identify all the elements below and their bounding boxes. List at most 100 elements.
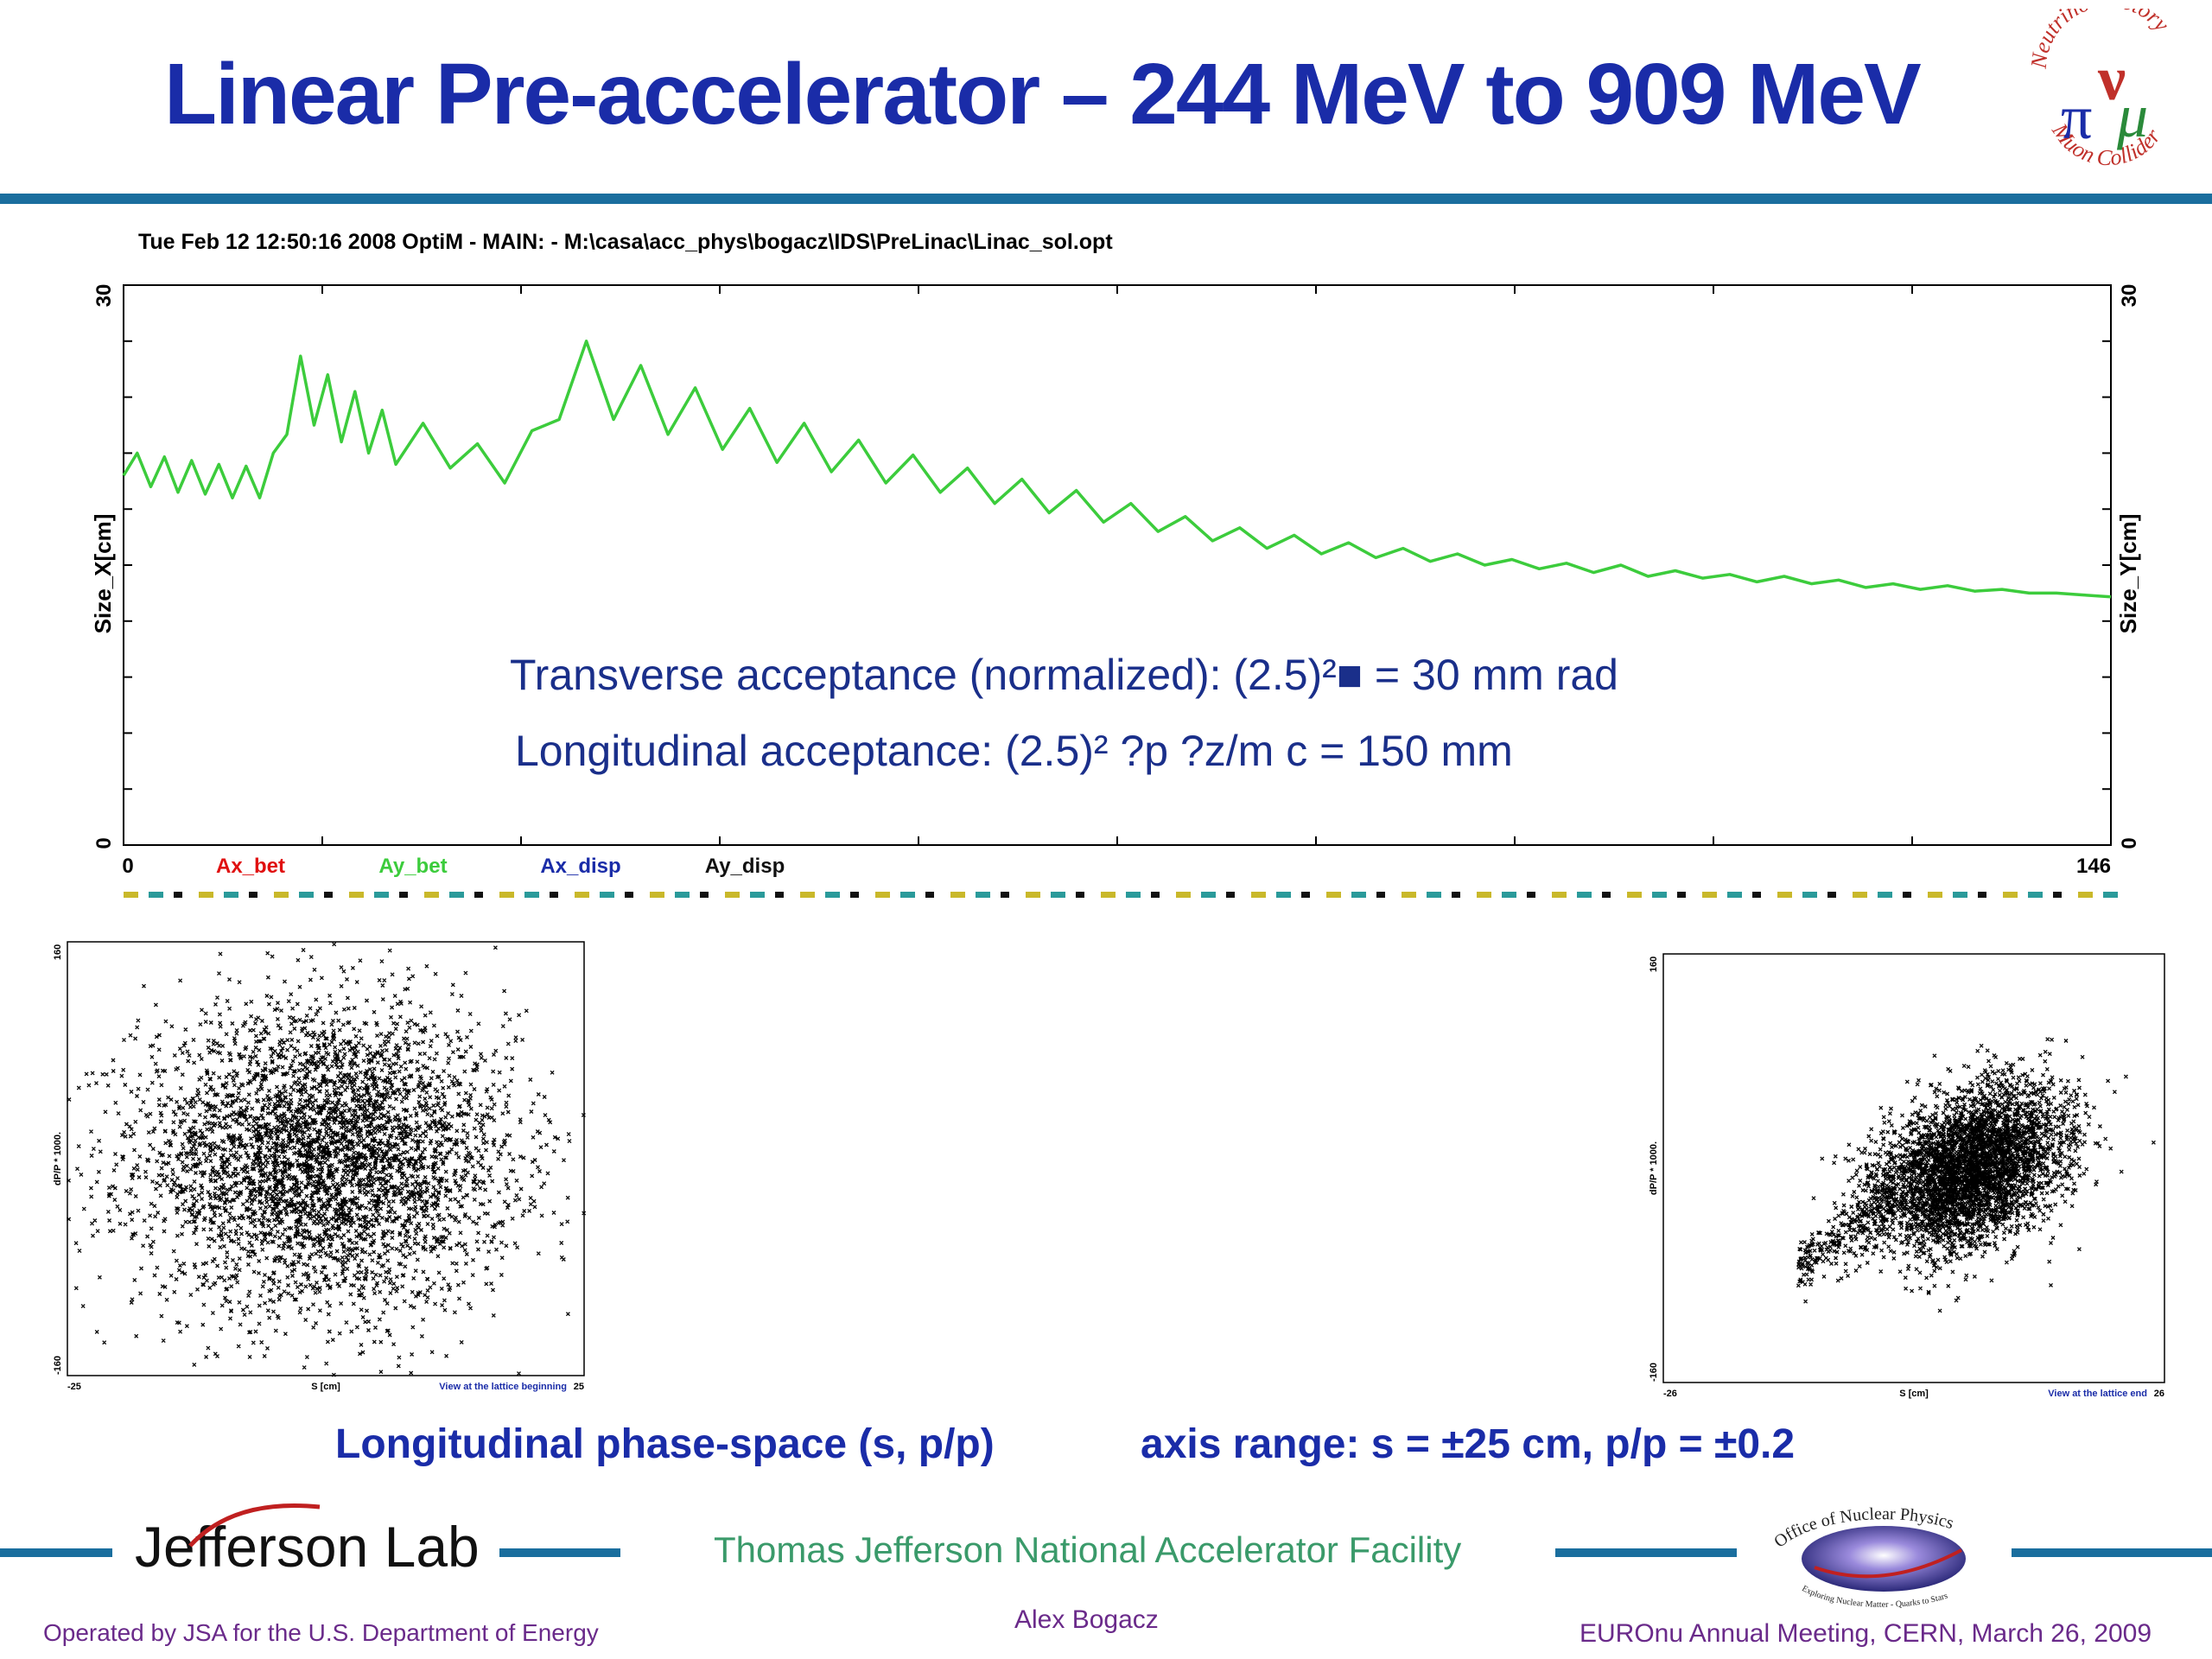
lattice-element xyxy=(900,892,915,898)
x-axis-label: S [cm] xyxy=(1899,1389,1929,1399)
lattice-element xyxy=(650,892,664,898)
y-tick-label-right-bottom: 0 xyxy=(2118,837,2141,849)
legend-ay-bet: Ay_bet xyxy=(378,855,447,878)
lattice-element xyxy=(224,892,238,898)
title-divider xyxy=(0,194,2212,204)
lattice-element xyxy=(174,892,182,898)
lattice-element xyxy=(1677,892,1686,898)
x-tick-label-min: -25 xyxy=(67,1382,81,1392)
y-tick-label-min: -160 xyxy=(1649,1363,1659,1382)
lattice-element xyxy=(274,892,289,898)
lattice-element xyxy=(1527,892,1535,898)
lattice-element xyxy=(149,892,163,898)
lattice-element xyxy=(249,892,257,898)
lattice-element xyxy=(399,892,408,898)
transverse-acceptance-text: Transverse acceptance (normalized): (2.5… xyxy=(510,651,1618,699)
lattice-element xyxy=(1903,892,1911,898)
lattice-element xyxy=(1502,892,1516,898)
lattice-element xyxy=(1978,892,1986,898)
lattice-element xyxy=(1226,892,1235,898)
footer-rule-right xyxy=(1555,1548,1737,1557)
lattice-element xyxy=(1928,892,1942,898)
lattice-element xyxy=(725,892,740,898)
lattice-element xyxy=(1001,892,1009,898)
lattice-element xyxy=(199,892,213,898)
lattice-element xyxy=(1176,892,1191,898)
lattice-element xyxy=(1326,892,1341,898)
scatter-point-marks xyxy=(1796,1037,2156,1313)
footer-rule-left2 xyxy=(499,1548,620,1557)
nuclear-physics-logo: Office of Nuclear Physics Exploring Nucl… xyxy=(1770,1504,1966,1609)
legend-ax-disp: Ax_disp xyxy=(540,855,620,878)
lattice-element xyxy=(1376,892,1385,898)
lattice-element xyxy=(750,892,765,898)
view-note: View at the lattice beginning xyxy=(439,1382,567,1392)
view-note: View at the lattice end xyxy=(2048,1389,2147,1399)
lattice-element xyxy=(1827,892,1836,898)
y-axis-label: dP/P * 1000. xyxy=(53,1132,63,1185)
lattice-element xyxy=(374,892,389,898)
lattice-element xyxy=(875,892,890,898)
legend-ay-disp: Ay_disp xyxy=(705,855,785,878)
y-axis-label-left: Size_X[cm] xyxy=(90,514,116,634)
x-tick-label-min: -26 xyxy=(1663,1389,1677,1399)
lattice-element xyxy=(1251,892,1266,898)
lattice-element xyxy=(950,892,965,898)
lattice-element xyxy=(775,892,784,898)
lattice-element xyxy=(1351,892,1366,898)
phase-space-end-plot: -26 S [cm] View at the lattice end 26 160 -16… xyxy=(1649,953,2165,1399)
lattice-element xyxy=(2103,892,2118,898)
lattice-element xyxy=(1452,892,1460,898)
lattice-element xyxy=(2028,892,2043,898)
lattice-element xyxy=(1402,892,1416,898)
lattice-element xyxy=(1752,892,1761,898)
lattice-element xyxy=(2003,892,2018,898)
y-tick-label-max: 160 xyxy=(1649,957,1659,972)
lattice-element xyxy=(976,892,990,898)
footer-rule-right2 xyxy=(2012,1548,2212,1557)
logo-letter-pi: π xyxy=(2061,83,2092,152)
y-axis-label: dP/P * 1000. xyxy=(1649,1141,1659,1195)
lattice-element xyxy=(700,892,709,898)
x-tick-label-end: 146 xyxy=(2076,855,2111,878)
x-tick-label-start: 0 xyxy=(122,855,133,878)
footer-rule-left xyxy=(0,1548,112,1557)
y-axis-label-right: Size_Y[cm] xyxy=(2115,514,2141,634)
legend-ax-bet: Ax_bet xyxy=(216,855,285,878)
author-name: Alex Bogacz xyxy=(1014,1605,1159,1634)
lattice-element xyxy=(550,892,558,898)
lattice-element xyxy=(1201,892,1216,898)
x-tick-label-max: 25 xyxy=(574,1382,584,1392)
lattice-element xyxy=(449,892,464,898)
lattice-element xyxy=(1552,892,1567,898)
lattice-element xyxy=(1276,892,1291,898)
lattice-element xyxy=(625,892,633,898)
lattice-element xyxy=(324,892,333,898)
lattice-element xyxy=(299,892,314,898)
lattice-element xyxy=(524,892,539,898)
longitudinal-acceptance-text: Longitudinal acceptance: (2.5)² ?p ?z/m … xyxy=(515,727,1513,775)
y-tick-label-right-top: 30 xyxy=(2118,284,2141,308)
scatter-frame xyxy=(1662,953,2165,1383)
facility-name: Thomas Jefferson National Accelerator Fa… xyxy=(714,1529,1462,1570)
lattice-element xyxy=(925,892,934,898)
lattice-element xyxy=(424,892,439,898)
lattice-element xyxy=(1652,892,1667,898)
scatter-points xyxy=(1796,1037,2156,1313)
axis-range-caption: axis range: s = ±25 cm, p/p = ±0.2 xyxy=(1141,1421,1796,1467)
x-axis-label: S [cm] xyxy=(311,1382,340,1392)
lattice-element xyxy=(675,892,690,898)
lattice-element xyxy=(1051,892,1065,898)
lattice-element xyxy=(1777,892,1792,898)
lattice-element xyxy=(349,892,364,898)
lattice-element xyxy=(1953,892,1967,898)
lattice-element xyxy=(1878,892,1892,898)
lattice-element xyxy=(499,892,514,898)
lattice-element xyxy=(1853,892,1867,898)
lattice-element xyxy=(1727,892,1742,898)
lattice-element xyxy=(1101,892,1116,898)
lattice-element xyxy=(1301,892,1310,898)
scatter-point-marks xyxy=(67,942,587,1377)
